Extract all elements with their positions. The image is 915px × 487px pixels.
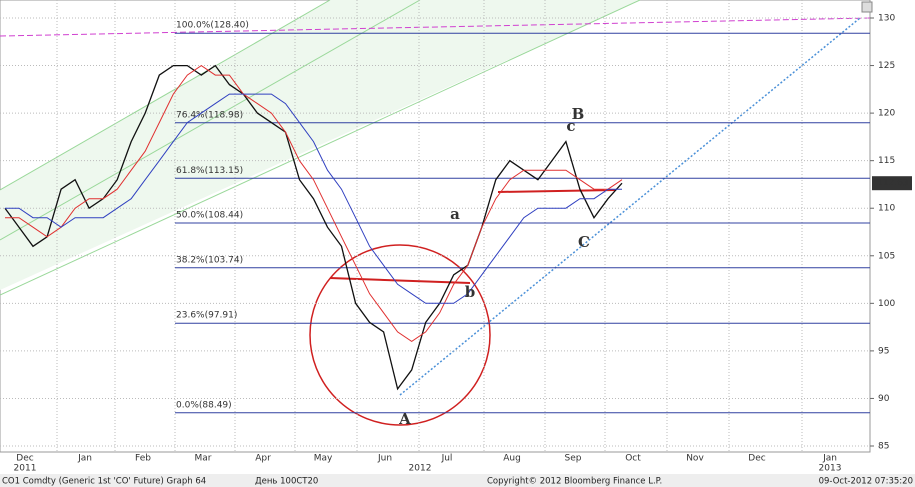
highlight-circle [309, 244, 491, 426]
copyright: Copyright© 2012 Bloomberg Finance L.P. [487, 477, 662, 487]
neckline [497, 189, 616, 193]
last-price-box [872, 176, 912, 191]
y-tick-label: 85 [878, 442, 889, 452]
y-tick-label: 95 [878, 346, 889, 356]
subtitle: День 100CT20 [255, 477, 318, 487]
y-tick-label: 120 [878, 109, 895, 119]
chart-title: CO1 Comdty (Generic 1st 'CO' Future) Gra… [2, 477, 206, 487]
fib-label: 50.0%(108.44) [176, 211, 243, 221]
fib-label: 38.2%(103.74) [176, 255, 243, 265]
annotation: c [566, 117, 575, 135]
year-label: 2013 [819, 464, 842, 474]
x-tick-label: Feb [135, 454, 151, 464]
y-tick-label: 90 [878, 394, 890, 404]
year-label: 2012 [409, 464, 432, 474]
y-tick-label: 110 [878, 204, 895, 214]
trend-line [399, 17, 861, 396]
x-tick-label: Jun [377, 454, 392, 464]
timestamp: 09-Oct-2012 07:35:20 [819, 477, 913, 487]
price-line [4, 64, 623, 391]
moving-average [5, 64, 623, 343]
x-tick-label: Aug [503, 454, 521, 464]
annotation: B [572, 105, 585, 123]
x-tick-label: Nov [686, 454, 704, 464]
x-tick-label: Dec [748, 454, 765, 464]
trend-line [0, 17, 871, 37]
x-tick-label: Sep [565, 454, 582, 464]
x-tick-label: Dec [16, 454, 33, 464]
y-tick-label: 125 [878, 61, 895, 71]
annotation: C [578, 233, 590, 251]
y-tick-label: 100 [878, 299, 895, 309]
x-tick-label: Apr [255, 454, 271, 464]
fib-label: 23.6%(97.91) [176, 311, 237, 321]
annotation: b [465, 283, 476, 301]
y-tick-label: 105 [878, 251, 895, 261]
last-price-label: 112.63 [877, 179, 909, 189]
year-label: 2011 [14, 464, 37, 474]
channel [0, 0, 641, 296]
x-tick-label: Jul [441, 454, 453, 464]
x-tick-label: Mar [195, 454, 212, 464]
fib-label: 61.8%(113.15) [176, 166, 243, 176]
x-tick-label: Oct [625, 454, 641, 464]
neckline [329, 277, 471, 284]
x-tick-label: May [314, 454, 333, 464]
x-tick-label: Jan [822, 454, 837, 464]
fib-label: 76.4%(118.98) [176, 110, 243, 120]
annotation: A [398, 410, 411, 428]
y-tick-label: 115 [878, 156, 895, 166]
annotation: a [450, 205, 460, 223]
status-bar [0, 474, 915, 487]
fib-label: 100.0%(128.40) [176, 21, 249, 31]
fib-label: 0.0%(88.49) [176, 400, 232, 410]
y-tick-label: 130 [878, 14, 895, 24]
menu-icon[interactable] [861, 1, 873, 13]
moving-average [5, 93, 622, 304]
x-tick-label: Jan [77, 454, 92, 464]
